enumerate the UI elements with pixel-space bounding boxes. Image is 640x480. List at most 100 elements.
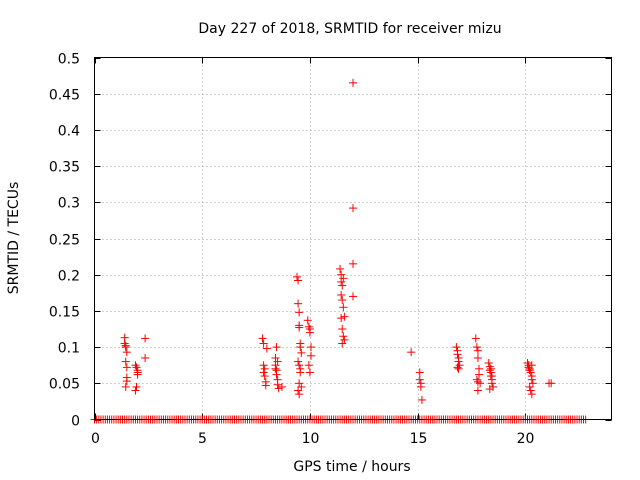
data-point [338, 325, 347, 333]
data-point [271, 353, 280, 362]
data-point [454, 364, 463, 373]
data-point [525, 382, 534, 391]
y-tick-label: 0.05 [49, 377, 80, 393]
data-point [296, 368, 305, 377]
data-point [340, 312, 349, 321]
data-point [133, 366, 142, 375]
data-point [294, 299, 303, 308]
data-point [473, 377, 482, 386]
data-point [417, 395, 426, 404]
data-point [339, 274, 348, 283]
data-point [121, 341, 130, 350]
data-point [272, 370, 281, 379]
data-point [338, 281, 347, 290]
y-tick-label: 0.3 [58, 196, 80, 212]
data-point [304, 361, 313, 370]
data-point [296, 343, 305, 352]
data-point [306, 343, 315, 352]
data-point [294, 276, 303, 285]
data-point [337, 277, 346, 286]
data-point [338, 339, 347, 348]
data-point [277, 382, 286, 391]
data-point [122, 377, 131, 386]
data-point [131, 361, 140, 370]
data-point [416, 382, 425, 391]
data-point [262, 344, 271, 353]
data-point [340, 335, 349, 344]
data-point [407, 348, 416, 357]
data-point [260, 372, 269, 381]
data-point [338, 296, 347, 305]
data-point [415, 368, 424, 377]
data-point [454, 357, 463, 366]
data-point [487, 379, 496, 388]
data-point [528, 379, 537, 388]
x-tick-label: 20 [517, 431, 535, 447]
data-point [294, 357, 303, 366]
chart-title: Day 227 of 2018, SRMTID for receiver miz… [198, 21, 501, 37]
data-point [455, 361, 464, 370]
data-point [295, 379, 304, 388]
y-tick-label: 0.15 [49, 305, 80, 321]
data-point [258, 334, 267, 343]
y-tick-label: 0.35 [49, 160, 80, 176]
data-point [121, 382, 130, 391]
data-point [473, 346, 482, 355]
x-axis-label: GPS time / hours [293, 459, 410, 475]
data-point [527, 375, 536, 384]
data-point [273, 357, 282, 366]
data-point [141, 334, 150, 343]
data-point [304, 322, 313, 331]
data-point [295, 308, 304, 317]
data-point [523, 359, 532, 368]
data-point [259, 368, 268, 377]
data-point [274, 384, 283, 393]
data-point [453, 363, 462, 372]
data-point [295, 361, 304, 370]
data-point [336, 264, 345, 273]
data-point [120, 339, 129, 348]
data-point [131, 386, 140, 395]
data-point [295, 323, 304, 332]
data-point [527, 361, 536, 370]
data-point [472, 343, 481, 352]
x-tick-label: 10 [302, 431, 320, 447]
y-tick-label: 0.2 [58, 269, 80, 285]
data-point [272, 343, 281, 352]
data-point [305, 328, 314, 337]
data-point [485, 385, 494, 394]
y-tick-label: 0.45 [49, 88, 80, 104]
data-point [349, 204, 357, 213]
grid [94, 57, 612, 420]
data-point [485, 366, 494, 375]
data-point [122, 363, 131, 372]
data-point [453, 350, 462, 359]
x-tick-label: 0 [91, 431, 100, 447]
data-point [473, 353, 482, 362]
y-tick-label: 0 [71, 414, 80, 430]
data-point [260, 364, 269, 373]
data-point [303, 316, 312, 325]
data-point [292, 272, 301, 281]
data-point [306, 351, 315, 360]
y-tick-label: 0.5 [58, 52, 80, 68]
data-point [271, 364, 280, 373]
y-tick-label: 0.25 [49, 233, 80, 249]
data-point [339, 303, 348, 312]
data-point [486, 364, 495, 373]
data-point [337, 270, 346, 279]
y-tick-labels: 0 0.05 0.1 0.15 0.2 0.25 0.3 0.35 0.4 0.45 0.5 [49, 52, 80, 430]
y-tick-label: 0.4 [58, 124, 80, 140]
y-axis-label: SRMTID / TECUs [6, 182, 22, 295]
data-point [527, 390, 536, 399]
data-point [473, 386, 482, 395]
data-point [121, 357, 130, 366]
data-point [476, 379, 485, 388]
x-tick-label: 5 [198, 431, 207, 447]
data-point [297, 348, 306, 357]
data-point [547, 379, 556, 388]
data-point [122, 348, 131, 357]
data-point [259, 339, 268, 348]
data-point [452, 343, 461, 352]
